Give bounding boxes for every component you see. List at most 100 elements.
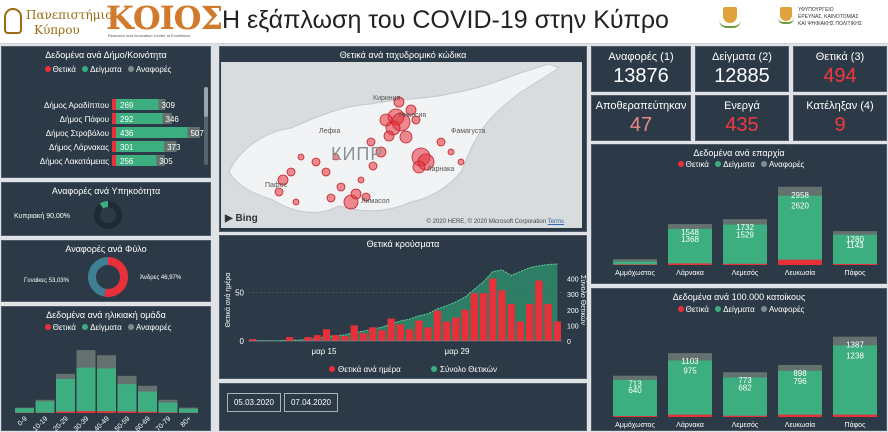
map-case-marker	[336, 182, 346, 192]
per100k-samples-bar	[833, 345, 877, 417]
district-category-label: Λευκωσία	[785, 269, 815, 277]
daily-positive-bar	[396, 324, 404, 341]
kpi-value: 12885	[714, 65, 770, 87]
citizenship-label: Κυπριακή 90,00%	[14, 213, 70, 220]
legend-reports-label: Αναφορές	[768, 160, 805, 169]
municipality-category-label: Δήμος Πάφου	[60, 115, 109, 124]
per100k-samples-label: 682	[738, 383, 752, 392]
map-case-marker	[411, 115, 421, 125]
district-samples-bar	[668, 228, 712, 265]
daily-y2tick-label: 200	[567, 308, 579, 315]
daily-positive-bar	[479, 293, 488, 341]
district-samples-label: 2620	[791, 202, 809, 211]
daily-positive-bar	[442, 321, 451, 341]
district-reports-label: 1732	[736, 223, 754, 232]
municipality-reports-label: 305	[159, 157, 173, 166]
map-city-label: Ларнака	[427, 166, 455, 173]
kpi-reports: Αναφορές (1) 13876	[591, 46, 691, 92]
daily-title: Θετικά κρούσματα	[366, 239, 440, 249]
bing-logo: ▶ Bing	[225, 213, 258, 224]
daily-positive-bar	[516, 321, 525, 341]
map-case-marker	[368, 161, 378, 171]
kpi-label: Ενεργά	[724, 100, 760, 112]
gender-chart: Γυναίκες 53,03% Άνδρες 46,97%	[24, 257, 182, 297]
age-positive-bar	[138, 411, 157, 413]
age-legend: Θετικά Δείγματα Αναφορές	[2, 323, 210, 332]
kpi-label: Αναφορές (1)	[608, 51, 674, 63]
daily-positive-bar	[489, 278, 497, 341]
municipality-samples-label: 292	[120, 115, 134, 124]
legend-samples-icon	[82, 324, 89, 330]
municipality-samples-label: 256	[120, 157, 134, 166]
per100k-positive-bar	[723, 415, 767, 417]
map-case-marker	[332, 153, 340, 161]
per100k-legend: Θετικά Δείγματα Αναφορές	[592, 305, 886, 314]
daily-positive-bar	[322, 329, 331, 341]
legend-reports-icon	[127, 324, 134, 330]
age-samples-bar	[56, 378, 75, 413]
per100k-reports-label: 713	[628, 380, 642, 389]
municipality-samples-bar	[112, 155, 157, 166]
age-positive-bar	[158, 412, 178, 413]
gender-slice	[104, 257, 128, 297]
scrollbar-thumb	[204, 87, 208, 117]
ministry-line1: ΥΦΥΠΟΥΡΓΕΙΟ	[798, 7, 834, 13]
district-category-label: Λεμεσός	[732, 269, 759, 277]
municipality-legend: Θετικά Δείγματα Αναφορές	[2, 65, 210, 74]
map-case-marker	[375, 146, 387, 158]
municipality-reports-label: 309	[162, 101, 176, 110]
age-panel: Δεδομένα ανά ηλικιακή ομάδα Θετικά Δείγμ…	[1, 306, 211, 432]
legend-positive-icon	[677, 306, 684, 312]
municipality-samples-label: 436	[120, 129, 134, 138]
map-attribution-text: © 2020 HERE, © 2020 Microsoft Corporatio…	[426, 219, 547, 225]
per100k-samples-label: 975	[683, 367, 697, 376]
municipality-reports-label: 346	[166, 115, 180, 124]
municipality-samples-bar	[112, 141, 165, 152]
district-samples-label: 1368	[681, 235, 699, 244]
map-case-marker	[286, 167, 296, 177]
map-terms-link[interactable]: Terms	[547, 219, 564, 225]
age-samples-bar	[138, 391, 157, 413]
legend-reports-label: Αναφορές	[135, 65, 172, 74]
daily-positive-bar	[553, 321, 561, 341]
municipality-samples-bar	[112, 99, 159, 110]
legend-reports-icon	[760, 306, 767, 312]
age-samples-bar	[97, 368, 116, 413]
map-city-label: Никосия	[399, 112, 427, 119]
daily-positive-bar	[424, 327, 432, 341]
age-category-label: 60-69	[134, 415, 152, 432]
daily-positive-bar	[470, 293, 478, 341]
district-samples-bar	[613, 261, 657, 265]
map-case-marker	[366, 137, 376, 147]
kpi-value: 494	[823, 65, 857, 87]
municipality-samples-label: 301	[120, 143, 134, 152]
map-case-marker	[274, 187, 284, 197]
municipality-title: Δεδομένα ανά Δήμο/Κοινότητα	[45, 50, 167, 60]
kpi-value: 435	[725, 114, 759, 136]
daily-ytick-label: 0	[240, 337, 245, 346]
map-canvas	[228, 63, 561, 213]
map-case-marker	[297, 153, 305, 161]
municipality-reports-label: 373	[167, 143, 181, 152]
map-case-marker	[361, 192, 371, 202]
date-from-field[interactable]: 05.03.2020	[227, 393, 281, 412]
municipality-reports-label: 507	[190, 129, 204, 138]
per100k-category-label: Πάφος	[845, 421, 867, 429]
map-case-marker	[350, 188, 362, 200]
map-case-marker	[405, 104, 417, 116]
district-positive-bar	[778, 259, 822, 265]
age-category-label: 80+	[180, 415, 193, 428]
per100k-positive-bar	[778, 414, 822, 417]
map-view[interactable]: КИПР Кириния Никосия Лефка Фамагуста Паф…	[221, 62, 582, 228]
district-reports-label: 1280	[846, 235, 864, 244]
daily-positive-bar	[415, 320, 423, 341]
age-category-label: 0-9	[17, 415, 29, 427]
municipality-positive-bar	[112, 127, 116, 138]
map-case-marker	[311, 157, 321, 167]
map-case-marker	[321, 167, 331, 177]
per100k-category-label: Λάρνακα	[676, 421, 704, 429]
daily-positive-bar	[369, 327, 377, 341]
date-to-field[interactable]: 07.04.2020	[284, 393, 338, 412]
daily-positive-bar	[249, 339, 257, 341]
